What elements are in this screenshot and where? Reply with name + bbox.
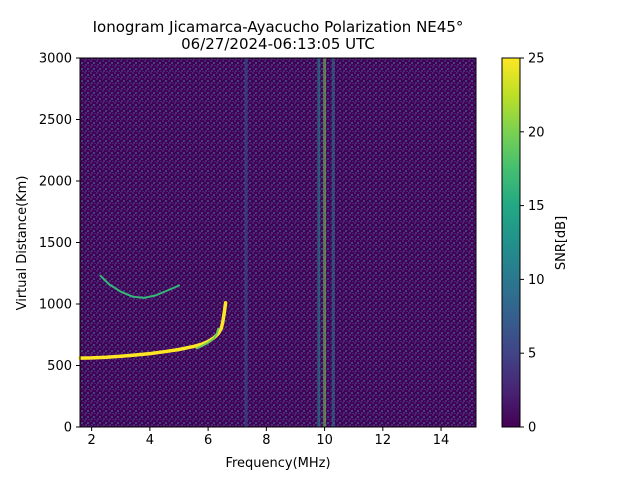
x-tick-label: 4: [146, 433, 154, 448]
y-tick-label: 3000: [39, 52, 72, 67]
colorbar-tick-label: 25: [528, 52, 545, 67]
colorbar-label: SNR[dB]: [554, 216, 569, 270]
x-tick-label: 8: [262, 433, 270, 448]
echo-trace: [78, 301, 228, 360]
y-axis-label: Virtual Distance(Km): [15, 176, 30, 311]
chart-title-line1: Ionogram Jicamarca-Ayacucho Polarization…: [93, 18, 464, 36]
y-tick-label: 1500: [39, 236, 72, 251]
colorbar-tick-label: 20: [528, 125, 545, 140]
y-tick-label: 0: [64, 421, 72, 436]
y-axis-ticks: 0 500 1000 1500 2000 2500 3000: [39, 52, 80, 436]
echo-trace: [99, 274, 180, 299]
interference-band: [323, 58, 327, 427]
x-tick-label: 2: [88, 433, 96, 448]
colorbar-tick-label: 5: [528, 347, 536, 362]
chart-title-line2: 06/27/2024-06:13:05 UTC: [181, 35, 375, 53]
interference-bands: [244, 58, 335, 427]
heatmap-noise: [80, 58, 476, 427]
colorbar: [501, 57, 521, 428]
y-tick-label: 1000: [39, 298, 72, 313]
x-tick-label: 6: [204, 433, 212, 448]
colorbar-tick-label: 15: [528, 199, 545, 214]
x-tick-label: 14: [433, 433, 450, 448]
y-tick-label: 2500: [39, 113, 72, 128]
echo-trace: [195, 327, 220, 350]
colorbar-tick-label: 10: [528, 273, 545, 288]
y-tick-label: 2000: [39, 175, 72, 190]
interference-band: [331, 58, 335, 427]
x-axis-ticks: 2 4 6 8 10 12 14: [88, 427, 450, 448]
x-tick-label: 10: [316, 433, 333, 448]
x-tick-label: 12: [375, 433, 392, 448]
colorbar-tick-label: 0: [528, 421, 536, 436]
echo-traces: [78, 274, 228, 360]
x-axis-label: Frequency(MHz): [225, 456, 330, 471]
interference-band: [244, 58, 248, 427]
colorbar-ticks: 0 5 10 15 20 25: [520, 52, 545, 436]
y-tick-label: 500: [47, 359, 72, 374]
interference-band: [317, 58, 321, 427]
